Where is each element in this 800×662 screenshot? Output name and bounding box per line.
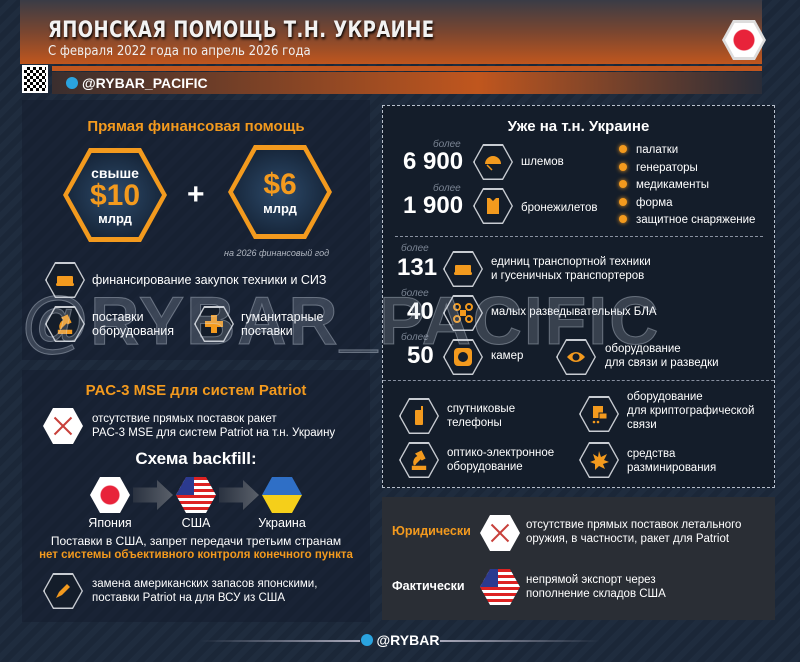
finance-panel: Прямая финансовая помощь свыше $10 млрд … [22,100,370,360]
section-divider [395,236,763,237]
flow-label: Украина [258,516,306,530]
arrow-icon [133,480,173,510]
cameras-count: 50 [407,342,434,369]
vests-label: бронежилетов [521,202,598,214]
finance-title: Прямая финансовая помощь [87,118,305,135]
scheme-warning: нет системы объективного контроля конечн… [39,549,353,561]
more-label: более [401,332,429,343]
scheme-note: Поставки в США, запрет передачи третьим … [50,534,342,548]
drone-icon [443,295,483,331]
list-item: палатки [619,142,755,160]
equipment-label: оборудование для криптографической связи [627,391,755,431]
no-supply-text: отсутствие прямых поставок ракет PAC-3 MS… [92,413,336,439]
amount2-hexagon: $6 млрд [228,145,332,239]
missile-icon [43,573,83,609]
vests-count: 1 900 [403,192,464,219]
legally-text: отсутствие прямых поставок летального ору… [526,519,742,545]
more-label: более [433,183,461,194]
vehicles-label: единиц транспортной техники и гусеничных … [491,256,651,282]
helmets-count: 6 900 [403,148,464,175]
amount1-prefix: свыше [91,164,139,181]
vehicles-count: 131 [397,254,438,281]
camera-icon [443,339,483,375]
helmets-label: шлемов [521,156,564,168]
actually-text: непрямой экспорт через пополнение складов… [526,574,666,600]
list-item: защитное снаряжение [619,212,755,230]
helmet-icon [473,144,513,180]
cameras-label: камер [491,350,524,362]
equipment-label: средства разминирования [627,448,717,474]
supplies-list: палатки генераторы медикаменты форма защ… [619,142,755,230]
in-ukraine-title: Уже на т.н. Украине [507,118,650,135]
footer-line [200,640,360,642]
telegram-icon [360,634,373,646]
amount2-note: на 2026 финансовый год [224,248,330,258]
equipment-label: спутниковые телефоны [447,403,516,429]
list-item: медикаменты [619,177,755,195]
header-banner [20,0,762,64]
in-ukraine-panel: Уже на т.н. Украине более 6 900 шлемов б… [382,105,775,488]
arrow-icon [219,480,259,510]
amount2-unit: млрд [263,200,297,216]
finance-item-text: гуманитарные поставки [241,310,324,338]
page-subtitle: С февраля 2022 года по апрель 2026 года [48,44,311,59]
finance-item-text: финансирование закупок техники и СИЗ [92,273,327,287]
more-label: более [401,288,429,299]
armored-vehicle-icon [443,251,483,287]
drones-label: малых разведывательных БЛА [491,306,657,318]
footer-handle: @RYBAR [376,632,440,648]
japan-flag-icon [90,477,130,513]
section-divider [383,380,774,381]
ukraine-flag-icon [262,477,302,513]
flow-label: США [181,516,211,530]
header-divider [52,66,762,71]
comms-label: оборудование для связи и разведки [605,343,719,369]
explosion-icon [579,442,619,478]
channel-bar [52,72,762,94]
microscope-icon [45,306,85,342]
footer-channel-link[interactable]: @RYBAR [0,632,800,648]
page-title: ЯПОНСКАЯ ПОМОЩЬ Т.Н. УКРАИНЕ [48,18,435,43]
amount2-value: $6 [263,167,297,201]
list-item: генераторы [619,160,755,178]
more-label: более [401,243,429,254]
actually-label: Фактически [392,579,465,593]
cross-icon [43,408,83,444]
amount1-value: $10 [89,178,141,212]
channel-link[interactable]: @RYBAR_PACIFIC [66,75,208,91]
replacement-text: замена американских запасов японскими, по… [92,578,318,604]
more-label: более [433,139,461,150]
finance-item-text: поставки оборудования [92,310,175,338]
amount1-unit: млрд [98,210,132,226]
list-item: форма [619,195,755,213]
cross-icon [480,515,520,551]
qr-code[interactable] [22,65,48,93]
patriot-panel: PAC-3 MSE для систем Patriot отсутствие … [22,370,370,622]
medical-cross-icon [194,306,234,342]
amount1-hexagon: свыше $10 млрд [63,148,167,242]
legal-panel: Юридически отсутствие прямых поставок ле… [382,497,775,620]
eye-icon [556,339,596,375]
equipment-label: оптико-электронное оборудование [447,447,555,473]
flow-label: Япония [88,516,132,530]
usa-flag-icon [176,477,216,513]
crypto-device-icon [579,396,619,432]
satellite-phone-icon [399,398,439,434]
telegram-icon [66,77,78,89]
plus-sign: + [187,178,205,211]
scheme-title: Схема backfill: [135,449,257,468]
armored-vehicle-icon [45,262,85,298]
patriot-title: PAC-3 MSE для систем Patriot [85,382,307,399]
body-armor-icon [473,188,513,224]
drones-count: 40 [407,298,434,325]
channel-handle: @RYBAR_PACIFIC [82,75,208,91]
legally-label: Юридически [392,524,471,538]
usa-flag-icon [480,569,520,605]
microscope-icon [399,442,439,478]
